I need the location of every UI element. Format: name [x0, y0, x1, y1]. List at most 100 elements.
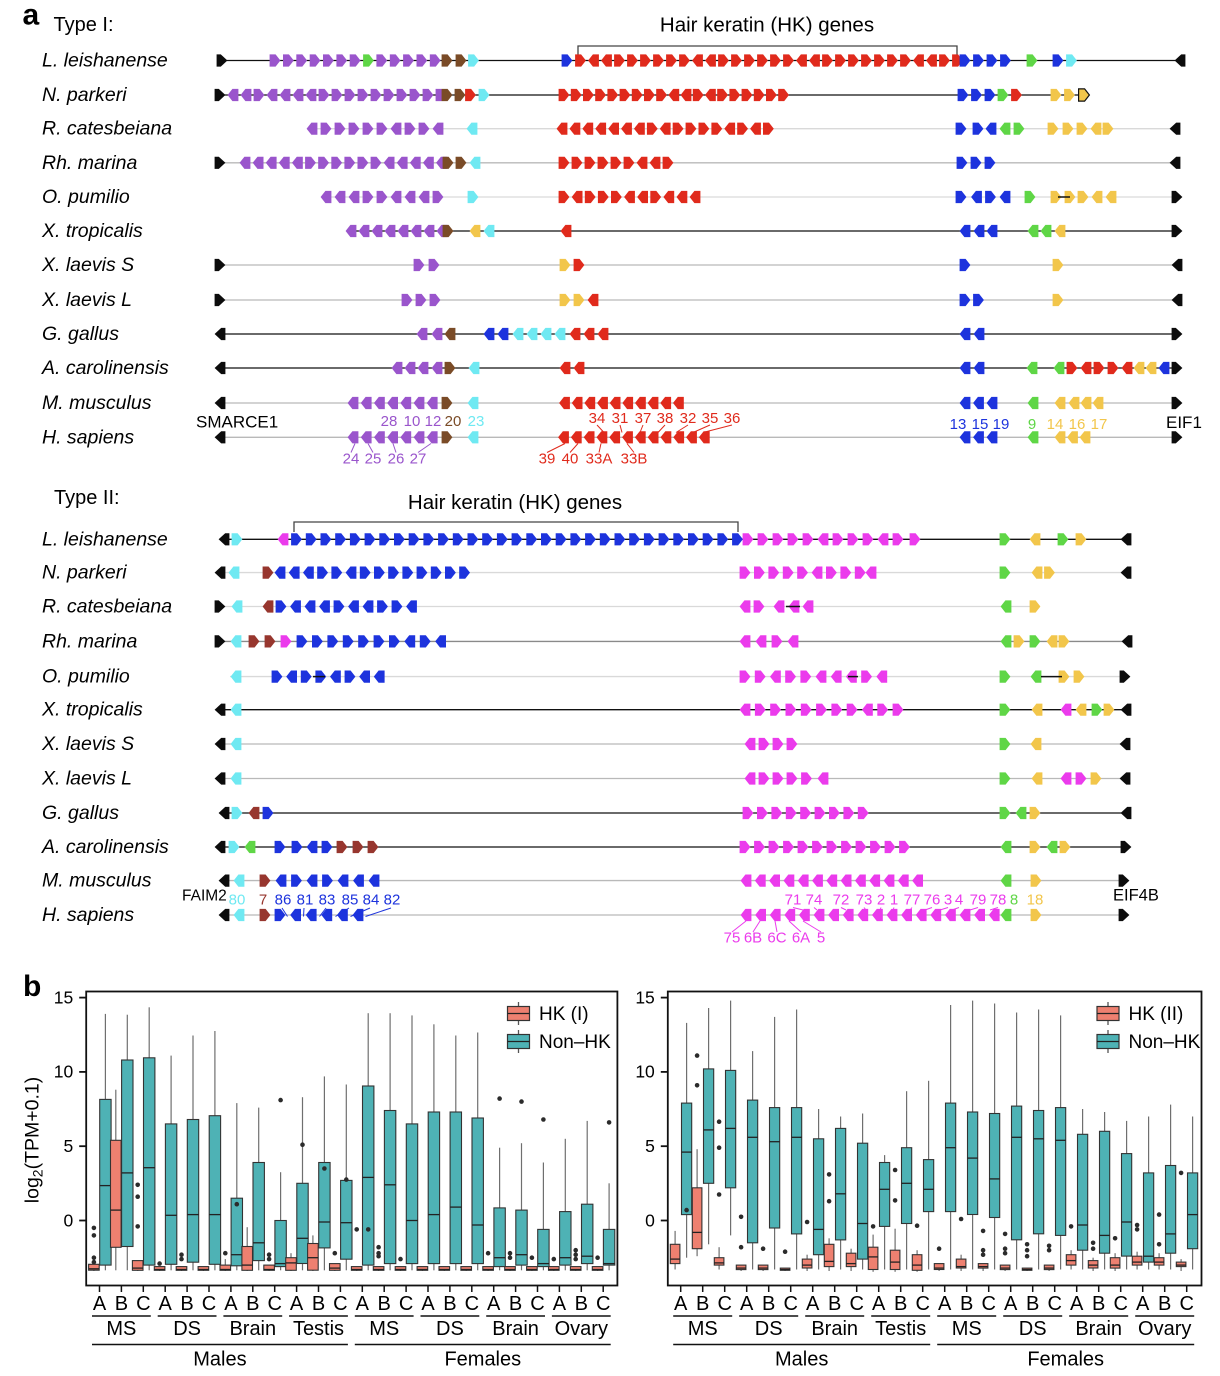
svg-text:15: 15: [54, 987, 73, 1007]
svg-text:O. pumilio: O. pumilio: [42, 186, 130, 208]
svg-text:Testis: Testis: [875, 1318, 926, 1340]
svg-text:HK (II): HK (II): [1129, 1004, 1184, 1025]
svg-text:B: B: [509, 1293, 522, 1315]
svg-text:5: 5: [645, 1136, 655, 1156]
svg-text:20: 20: [445, 413, 462, 430]
svg-text:3: 3: [944, 892, 952, 909]
svg-text:X. laevis L: X. laevis L: [41, 289, 132, 311]
svg-text:0: 0: [63, 1210, 73, 1230]
svg-text:31: 31: [612, 410, 629, 427]
svg-text:10: 10: [54, 1062, 74, 1082]
svg-text:M. musculus: M. musculus: [42, 870, 152, 892]
svg-text:18: 18: [1027, 892, 1044, 909]
svg-text:B: B: [1026, 1293, 1039, 1315]
svg-text:C: C: [333, 1293, 347, 1315]
svg-text:MS: MS: [106, 1318, 136, 1340]
svg-text:25: 25: [365, 451, 382, 468]
svg-text:15: 15: [972, 416, 989, 433]
svg-text:33A: 33A: [586, 451, 613, 468]
svg-text:34: 34: [589, 410, 606, 427]
svg-text:82: 82: [384, 892, 401, 909]
svg-text:27: 27: [410, 451, 427, 468]
svg-text:6A: 6A: [792, 930, 810, 947]
svg-text:Rh. marina: Rh. marina: [42, 152, 138, 174]
svg-text:A: A: [487, 1293, 501, 1315]
svg-text:74: 74: [806, 892, 823, 909]
svg-text:A: A: [740, 1293, 754, 1315]
svg-text:38: 38: [657, 410, 674, 427]
svg-text:14: 14: [1047, 416, 1064, 433]
svg-text:MS: MS: [688, 1318, 718, 1340]
svg-text:C: C: [267, 1293, 281, 1315]
svg-text:Brain: Brain: [811, 1318, 858, 1340]
svg-text:2: 2: [877, 892, 885, 909]
svg-text:5: 5: [63, 1136, 73, 1156]
svg-text:A: A: [93, 1293, 107, 1315]
svg-text:B: B: [960, 1293, 973, 1315]
svg-text:76: 76: [924, 892, 941, 909]
svg-text:16: 16: [1069, 416, 1086, 433]
svg-text:R. catesbeiana: R. catesbeiana: [42, 118, 172, 140]
svg-text:B: B: [575, 1293, 588, 1315]
svg-text:78: 78: [990, 892, 1007, 909]
svg-text:log2(TPM+0.1): log2(TPM+0.1): [22, 1077, 46, 1203]
svg-text:Brain: Brain: [229, 1318, 276, 1340]
svg-text:Hair keratin (HK) genes: Hair keratin (HK) genes: [408, 491, 622, 514]
svg-text:Ovary: Ovary: [555, 1318, 608, 1340]
svg-text:X. tropicalis: X. tropicalis: [41, 699, 143, 721]
svg-text:M. musculus: M. musculus: [42, 392, 152, 414]
svg-text:N. parkeri: N. parkeri: [42, 84, 127, 106]
svg-text:32: 32: [680, 410, 697, 427]
svg-text:81: 81: [297, 892, 314, 909]
svg-text:B: B: [696, 1293, 709, 1315]
svg-text:B: B: [1158, 1293, 1171, 1315]
svg-text:A: A: [159, 1293, 173, 1315]
svg-text:17: 17: [1091, 416, 1108, 433]
svg-text:H. sapiens: H. sapiens: [42, 904, 134, 926]
svg-text:a: a: [23, 0, 40, 32]
svg-text:L. leishanense: L. leishanense: [42, 528, 168, 550]
svg-text:10: 10: [635, 1062, 655, 1082]
svg-text:G. gallus: G. gallus: [42, 802, 119, 824]
svg-text:12: 12: [425, 413, 442, 430]
svg-text:B: B: [894, 1293, 907, 1315]
svg-text:C: C: [202, 1293, 216, 1315]
svg-text:1: 1: [890, 892, 898, 909]
svg-text:B: B: [180, 1293, 193, 1315]
svg-text:A: A: [1136, 1293, 1150, 1315]
svg-text:84: 84: [363, 892, 380, 909]
svg-text:6B: 6B: [744, 930, 762, 947]
svg-text:Non–HK: Non–HK: [1129, 1032, 1201, 1053]
svg-text:Males: Males: [193, 1349, 246, 1371]
svg-text:X. laevis S: X. laevis S: [41, 254, 134, 276]
svg-text:DS: DS: [436, 1318, 464, 1340]
svg-text:8: 8: [1010, 892, 1018, 909]
svg-text:Ovary: Ovary: [1138, 1318, 1191, 1340]
svg-text:C: C: [1179, 1293, 1193, 1315]
svg-text:Hair keratin (HK) genes: Hair keratin (HK) genes: [660, 14, 874, 37]
svg-text:EIF1: EIF1: [1166, 413, 1202, 432]
svg-text:C: C: [1113, 1293, 1127, 1315]
svg-text:Type I:: Type I:: [54, 14, 114, 36]
svg-text:A: A: [872, 1293, 886, 1315]
svg-text:X. laevis L: X. laevis L: [41, 768, 132, 790]
svg-text:75: 75: [724, 930, 741, 947]
svg-text:C: C: [136, 1293, 150, 1315]
svg-text:C: C: [530, 1293, 544, 1315]
svg-text:HK (I): HK (I): [539, 1004, 589, 1025]
svg-text:C: C: [465, 1293, 479, 1315]
svg-text:37: 37: [635, 410, 652, 427]
svg-text:13: 13: [950, 416, 967, 433]
svg-text:X. laevis S: X. laevis S: [41, 733, 134, 755]
svg-text:A: A: [553, 1293, 567, 1315]
svg-text:40: 40: [562, 451, 579, 468]
svg-text:Males: Males: [775, 1349, 828, 1371]
svg-text:C: C: [981, 1293, 995, 1315]
svg-text:Brain: Brain: [492, 1318, 539, 1340]
svg-text:b: b: [23, 970, 41, 1003]
svg-text:Brain: Brain: [1075, 1318, 1122, 1340]
svg-text:Non–HK: Non–HK: [539, 1032, 611, 1053]
svg-text:B: B: [378, 1293, 391, 1315]
svg-text:15: 15: [635, 987, 654, 1007]
svg-text:83: 83: [319, 892, 336, 909]
